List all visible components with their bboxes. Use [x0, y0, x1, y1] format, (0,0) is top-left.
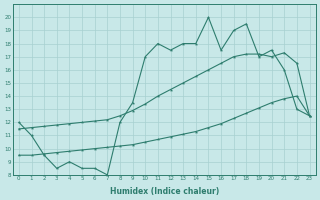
- X-axis label: Humidex (Indice chaleur): Humidex (Indice chaleur): [109, 187, 219, 196]
